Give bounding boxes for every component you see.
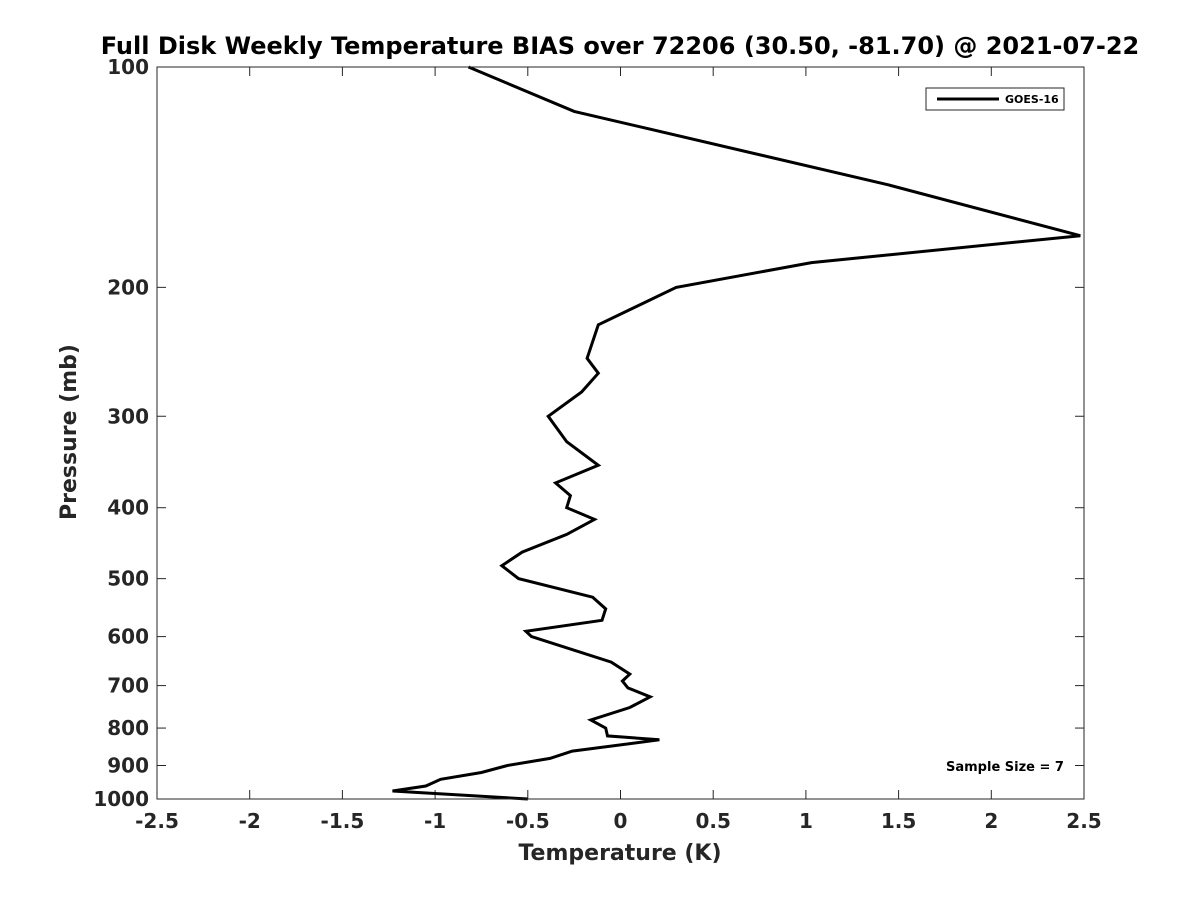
y-axis-label: Pressure (mb) <box>57 344 82 520</box>
x-tick-label: 1 <box>799 809 813 833</box>
y-tick-label: 900 <box>107 754 149 778</box>
x-tick-label: 1.5 <box>881 809 916 833</box>
x-tick-label: -1.5 <box>321 809 365 833</box>
x-tick-label: 2 <box>984 809 998 833</box>
legend-series-label: GOES-16 <box>1005 93 1059 106</box>
plot-frame <box>156 66 1085 800</box>
y-tick-label: 100 <box>107 55 149 79</box>
x-tick-label: 0 <box>614 809 628 833</box>
x-tick-label: -1 <box>424 809 446 833</box>
y-tick-label: 500 <box>107 567 149 591</box>
y-axis-ticks: 100 200 300 400 500 600 700 800 900 1000 <box>93 55 1084 811</box>
sample-size-annotation: Sample Size = 7 <box>946 760 1064 775</box>
y-tick-label: 1000 <box>93 787 149 811</box>
series-line-goes16 <box>392 65 1081 801</box>
x-tick-label: 0.5 <box>695 809 730 833</box>
x-tick-label: -0.5 <box>506 809 550 833</box>
x-tick-label: -2 <box>239 809 261 833</box>
y-tick-label: 200 <box>107 275 149 299</box>
x-tick-label: -2.5 <box>135 809 179 833</box>
chart-title: Full Disk Weekly Temperature BIAS over 7… <box>101 32 1140 60</box>
series-layer <box>392 65 1081 801</box>
y-tick-label: 800 <box>107 716 149 740</box>
y-tick-label: 700 <box>107 674 149 698</box>
x-axis-ticks: -2.5 -2 -1.5 -1 -0.5 0 0.5 1 1.5 2 2.5 <box>135 67 1102 833</box>
legend: GOES-16 <box>925 87 1065 111</box>
y-tick-label: 600 <box>107 625 149 649</box>
x-axis-label: Temperature (K) <box>518 841 721 866</box>
x-tick-label: 2.5 <box>1066 809 1101 833</box>
y-tick-label: 300 <box>107 404 149 428</box>
y-tick-label: 400 <box>107 496 149 520</box>
